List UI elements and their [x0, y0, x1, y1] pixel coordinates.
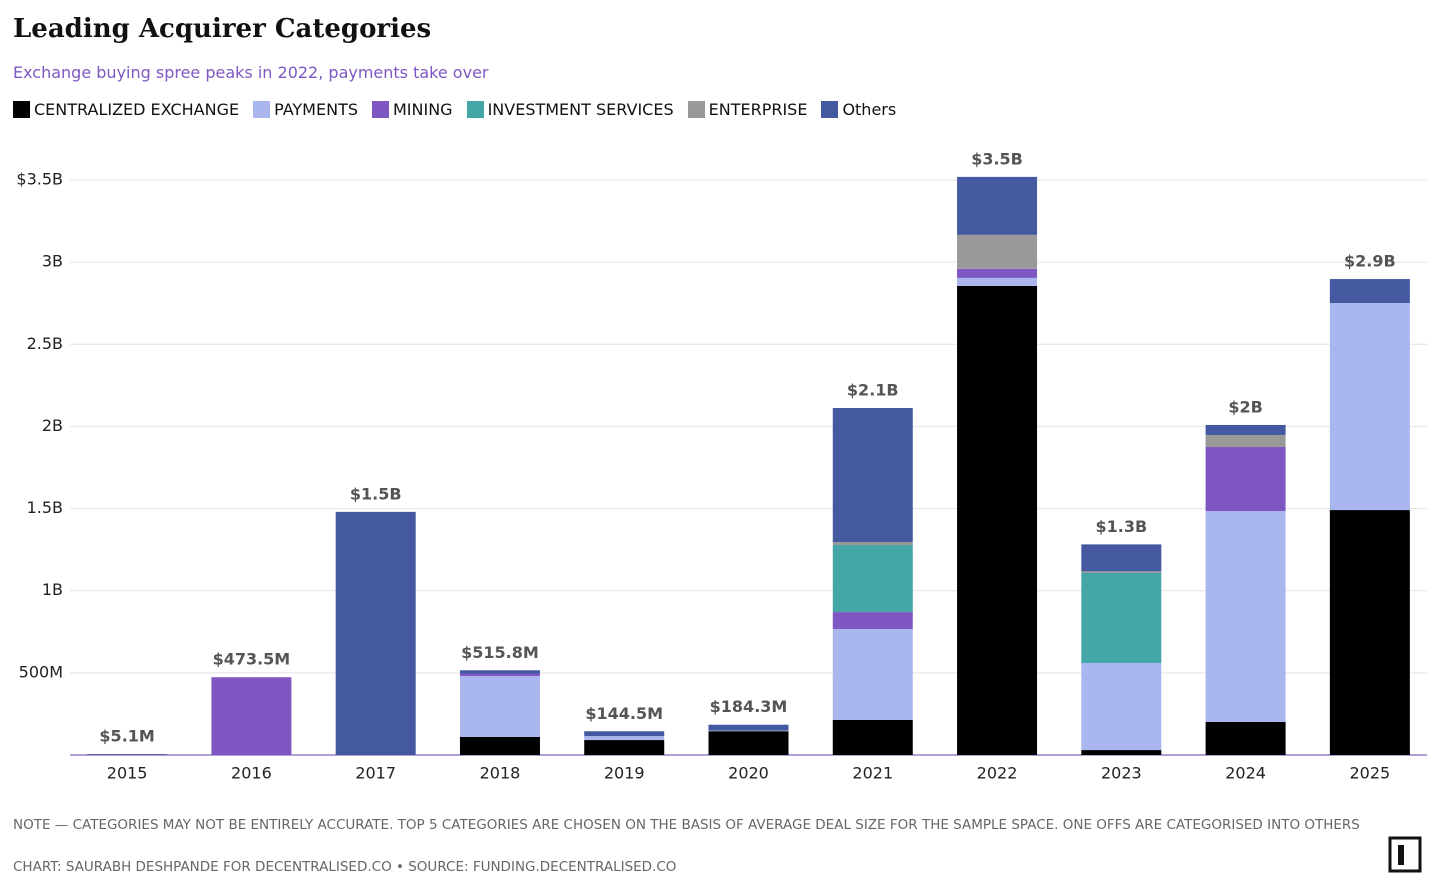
- bar-segment: [459, 736, 540, 755]
- bar-segment: [708, 724, 789, 731]
- bar-segment: [832, 542, 913, 546]
- y-tick-label: 2B: [42, 416, 63, 435]
- bar-segment: [1205, 434, 1286, 447]
- bar-segment: [1205, 424, 1286, 435]
- bar-segment: [832, 720, 913, 755]
- y-tick-label: 1.5B: [27, 498, 63, 517]
- logo-frame: [1388, 836, 1422, 873]
- legend-swatch: [466, 101, 484, 118]
- legend-item: PAYMENTS: [253, 100, 358, 119]
- legend-item: ENTERPRISE: [687, 100, 808, 119]
- legend-label: ENTERPRISE: [708, 100, 808, 119]
- bar-segment: [957, 176, 1038, 235]
- bar-segment: [584, 740, 665, 755]
- bar-segment: [1081, 663, 1162, 751]
- credit: CHART: SAURABH DESHPANDE FOR DECENTRALIS…: [13, 859, 677, 875]
- bar-segment: [1081, 544, 1162, 572]
- y-tick-label: 2.5B: [27, 334, 63, 353]
- total-label: $2.9B: [1344, 252, 1396, 271]
- x-tick-label: 2021: [852, 764, 893, 783]
- legend-label: MINING: [393, 100, 453, 119]
- legend-label: Others: [842, 100, 897, 119]
- bar-segment: [459, 670, 540, 674]
- bar-segment: [1081, 571, 1162, 573]
- legend-label: INVESTMENT SERVICES: [487, 100, 674, 119]
- x-tick-label: 2022: [977, 764, 1018, 783]
- bar-segment: [211, 677, 292, 755]
- bar-segment: [87, 754, 168, 755]
- legend-label: PAYMENTS: [274, 100, 358, 119]
- bar-segment: [832, 628, 913, 721]
- chart-title: Leading Acquirer Categories: [13, 14, 432, 44]
- bar-segment: [1081, 750, 1162, 755]
- bar-segment: [832, 612, 913, 629]
- y-tick-label: 3B: [42, 252, 63, 271]
- total-label: $3.5B: [971, 149, 1023, 168]
- bar-segment: [1329, 510, 1410, 755]
- bar-segment: [1205, 511, 1286, 722]
- legend-swatch: [13, 101, 30, 118]
- bar-segment: [832, 545, 913, 613]
- x-tick-label: 2023: [1101, 764, 1142, 783]
- bar-segment: [708, 730, 789, 732]
- legend-item: Others: [821, 100, 896, 119]
- x-tick-label: 2016: [231, 764, 272, 783]
- bar-segment: [1329, 279, 1410, 304]
- total-label: $5.1M: [99, 727, 154, 746]
- legend-swatch: [253, 101, 271, 118]
- legend-item: CENTRALIZED EXCHANGE: [13, 100, 239, 119]
- logo-bar: [1398, 845, 1404, 865]
- logo: [1388, 836, 1422, 873]
- total-label: $2B: [1228, 397, 1262, 416]
- x-tick-label: 2018: [480, 764, 521, 783]
- total-label: $1.3B: [1095, 517, 1147, 536]
- total-label: $184.3M: [710, 697, 788, 716]
- bar-segment: [459, 675, 540, 737]
- bar-segment: [957, 285, 1038, 755]
- bar-segment: [1205, 446, 1286, 512]
- bar-segment: [1329, 303, 1410, 511]
- x-tick-label: 2020: [728, 764, 769, 783]
- legend-item: INVESTMENT SERVICES: [466, 100, 674, 119]
- bar-segment: [584, 731, 665, 737]
- legend-swatch: [687, 101, 705, 118]
- x-tick-label: 2024: [1225, 764, 1266, 783]
- bar-segment: [1081, 572, 1162, 663]
- y-tick-label: 500M: [19, 662, 63, 681]
- x-tick-label: 2019: [604, 764, 645, 783]
- y-tick-label: 1B: [42, 580, 63, 599]
- bar-segment: [957, 234, 1038, 269]
- legend-item: MINING: [372, 100, 453, 119]
- bar-segment: [957, 268, 1038, 278]
- bar-segment: [335, 511, 416, 755]
- legend: CENTRALIZED EXCHANGE PAYMENTS MINING INVEST…: [13, 100, 896, 119]
- chart-subtitle: Exchange buying spree peaks in 2022, pay…: [13, 63, 489, 82]
- x-tick-label: 2025: [1350, 764, 1391, 783]
- bar-segment: [708, 731, 789, 755]
- y-tick-label: $3.5B: [16, 170, 63, 189]
- total-label: $144.5M: [585, 704, 663, 723]
- bar-segment: [584, 736, 665, 741]
- bar-segment: [832, 408, 913, 543]
- total-label: $473.5M: [213, 650, 291, 669]
- total-label: $2.1B: [847, 381, 899, 400]
- legend-swatch: [821, 101, 839, 118]
- bar-segment: [1205, 721, 1286, 755]
- total-label: $1.5B: [350, 484, 402, 503]
- note: NOTE — CATEGORIES MAY NOT BE ENTIRELY AC…: [13, 817, 1360, 833]
- legend-label: CENTRALIZED EXCHANGE: [34, 100, 240, 119]
- bar-segment: [459, 673, 540, 676]
- x-tick-label: 2015: [107, 764, 148, 783]
- bar-segment: [957, 277, 1038, 286]
- x-tick-label: 2017: [355, 764, 396, 783]
- legend-swatch: [372, 101, 389, 118]
- total-label: $515.8M: [461, 643, 539, 662]
